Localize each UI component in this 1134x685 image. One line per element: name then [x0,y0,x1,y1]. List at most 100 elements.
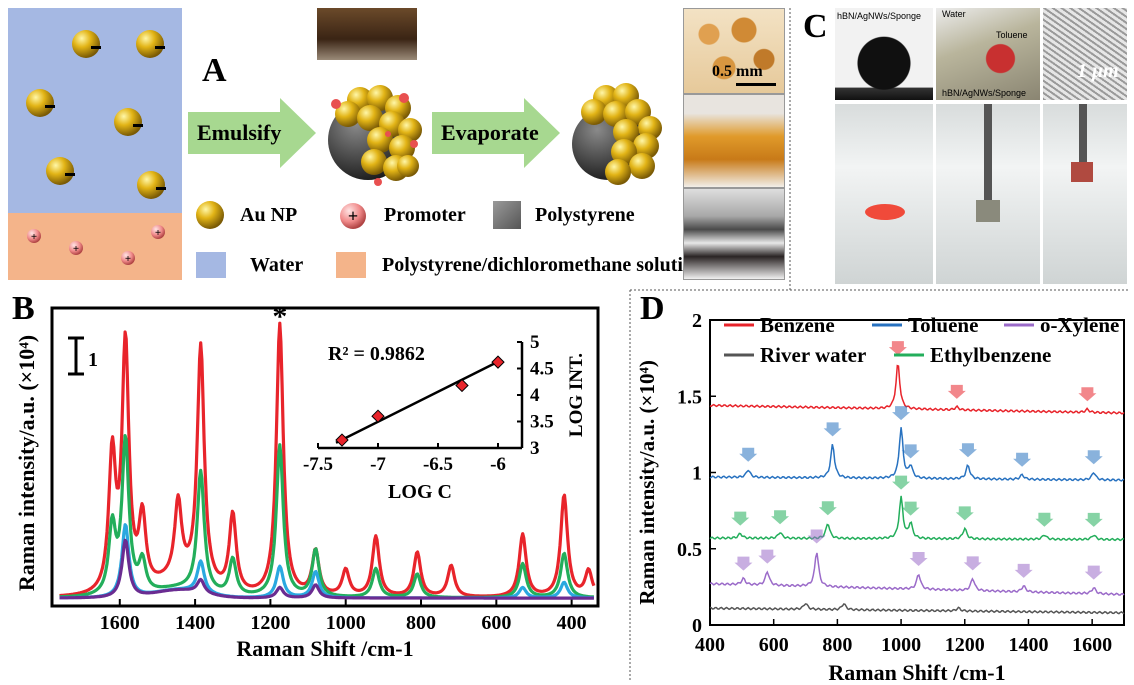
sponge-droplets-photo: Water Toluene hBN/AgNWs/Sponge [936,8,1040,100]
spectrum-line-benzene [709,364,1125,415]
inset-y-label: LOG INT. [566,353,587,437]
x-tick-label: 400 [695,634,725,656]
x-tick-label: 1600 [1072,634,1112,656]
inset-data-point [455,378,469,393]
peak-marker-arrow [892,475,911,490]
solution-legend-swatch [336,252,366,278]
polystyrene-legend-label: Polystyrene [535,204,635,226]
polystyrene-legend-icon [493,201,521,229]
emulsion-droplet-cluster [328,85,422,186]
tweezers [984,104,992,204]
inset-r2-label: R² = 0.9862 [328,343,425,365]
inset-x-tick-label: -7.5 [303,454,333,475]
inset-x-label: LOG C [388,481,452,503]
svg-text:+: + [73,243,79,255]
peak-marker-arrow [818,501,837,516]
scale-bar [736,83,776,86]
legend-label: Ethylbenzene [930,343,1051,367]
x-tick-label: 1400 [175,612,215,634]
peak-marker-arrow [734,556,753,571]
legend-label: Benzene [760,313,835,337]
peak-asterisk: * [272,300,287,333]
emulsify-arrow [188,98,316,168]
x-tick-label: 1200 [945,634,985,656]
peak-marker-arrow [807,529,826,544]
jar-photo [317,8,417,60]
svg-text:+: + [348,206,358,226]
x-tick-label: 800 [822,634,852,656]
pellet-photo [683,188,785,280]
x-axis-label: Raman Shift /cm-1 [828,660,1005,685]
peak-marker-arrow [947,384,966,399]
inset-data-point [371,409,385,423]
plot-frame [50,306,600,608]
contact-angle-photo: hBN/AgNWs/Sponge [835,8,933,100]
promoters: + + + + [27,225,165,265]
x-tick-label: 1000 [326,612,366,634]
peak-marker-arrow [955,506,974,521]
svg-text:+: + [155,227,161,239]
peak-marker-arrow [909,551,928,566]
y-axis-label: Raman intensity/a.u. (×10⁴) [14,335,39,591]
au-nanoparticles [26,30,166,199]
sponge-caption-2: hBN/AgNWs/Sponge [942,88,1027,98]
legend-label: Toluene [908,313,978,337]
microsphere-photo: 0.5 mm [683,8,785,94]
peak-marker-arrow [771,510,790,525]
peak-marker-arrow [1035,512,1054,527]
vial-after-photo [1043,104,1127,284]
peak-marker-arrow [1013,452,1032,467]
peak-marker-arrow [963,556,982,571]
toluene-droplet [865,204,905,220]
inset-fit-line [335,359,501,444]
peak-marker-arrow [758,549,777,564]
peak-marker-arrow [731,511,750,526]
spectrum-line-ethylbenzene [709,495,1125,542]
au-np-legend-label: Au NP [240,204,298,226]
panel-label-b: B [12,290,35,327]
scale-bar-label: 0.5 mm [712,63,763,80]
x-tick-label: 1200 [250,612,290,634]
peak-marker-arrow [1014,563,1033,578]
panel-label-d: D [640,290,665,327]
x-tick-label: 600 [481,612,511,634]
y-tick-label: 2 [692,310,702,332]
peak-marker-arrow [901,501,920,516]
sem-scale-label: 1 μm [1077,60,1119,82]
y-tick-label: 0 [692,615,702,637]
evaporate-arrow [432,98,560,168]
spectrum-line-river-water [709,603,1125,615]
spectrum-line-toluene [709,427,1125,482]
x-tick-label: 1000 [881,634,921,656]
panel-b-chart: 1600 1400 1200 1000 800 600 400 Raman Shift /cm… [14,300,600,661]
supraparticle-cluster [572,83,662,185]
peak-marker-arrow [1078,387,1097,402]
inset-y-tick-label: 4 [530,385,540,406]
sponge-caption-1: hBN/AgNWs/Sponge [837,11,922,21]
promoter-legend-icon: + [340,203,366,229]
x-tick-label: 800 [406,612,436,634]
promoter-legend-label: Promoter [384,204,466,226]
sponge-in-vial [976,200,1000,222]
water-legend-label: Water [250,254,304,276]
sem-photo: 1 μm [1043,8,1127,100]
y-tick-label: 1.5 [677,386,702,408]
panel-d-chart: 400 600 800 1000 1200 1400 1600 0 0.5 1 1.5 2 Raman … [635,310,1125,685]
y-tick-label: 1 [692,463,702,485]
svg-text:+: + [31,231,37,243]
svg-text:+: + [125,253,131,265]
spectrum-line-3 [59,538,595,600]
water-caption: Water [942,9,966,19]
solution-legend-label: Polystyrene/dichloromethane solution [382,254,705,276]
peak-marker-arrow [1084,450,1103,465]
vial-before-photo [835,104,933,284]
panel-label-c: C [803,8,828,45]
inset-data-point [491,355,505,369]
spectrum-line-o-xylene [709,552,1125,596]
peak-marker-arrow [958,443,977,458]
x-axis-label: Raman Shift /cm-1 [236,636,413,661]
evaporate-label: Evaporate [441,120,539,145]
inset-x-tick-label: -6.5 [423,454,453,475]
peak-marker-arrow [1084,565,1103,580]
inset-y-tick-label: 3 [530,438,540,459]
